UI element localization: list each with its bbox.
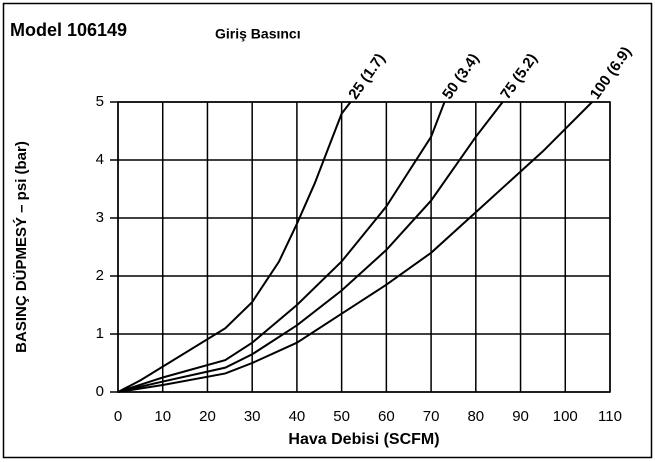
series-line xyxy=(117,101,352,393)
y-tick-label: 5 xyxy=(96,93,104,110)
x-tick-label: 90 xyxy=(512,408,529,425)
x-tick-label: 100 xyxy=(553,408,578,425)
x-tick-label: 110 xyxy=(598,408,622,425)
x-tick-label: 40 xyxy=(289,408,306,425)
series-line xyxy=(117,101,593,393)
series-line xyxy=(117,101,446,393)
x-tick-label: 0 xyxy=(114,408,122,425)
y-tick-label: 0 xyxy=(96,383,104,400)
chart-subtitle: Giriş Basıncı xyxy=(215,26,301,42)
x-tick-label: 70 xyxy=(423,408,440,425)
x-tick-label: 80 xyxy=(467,408,484,425)
chart-title: Model 106149 xyxy=(10,20,127,40)
y-tick-label: 2 xyxy=(96,267,104,284)
y-tick-label: 3 xyxy=(96,209,104,226)
x-axis-label: Hava Debisi (SCFM) xyxy=(288,431,439,448)
x-tick-label: 20 xyxy=(199,408,216,425)
x-tick-label: 60 xyxy=(378,408,395,425)
series-line xyxy=(117,101,504,393)
y-tick-label: 4 xyxy=(96,151,104,168)
x-tick-label: 10 xyxy=(154,408,171,425)
x-tick-label: 30 xyxy=(244,408,261,425)
plot-frame xyxy=(117,101,611,393)
y-tick-label: 1 xyxy=(96,325,104,342)
y-axis-label: BASINÇ DÜPMESÝ – psi (bar) xyxy=(12,141,30,353)
x-tick-label: 50 xyxy=(333,408,350,425)
